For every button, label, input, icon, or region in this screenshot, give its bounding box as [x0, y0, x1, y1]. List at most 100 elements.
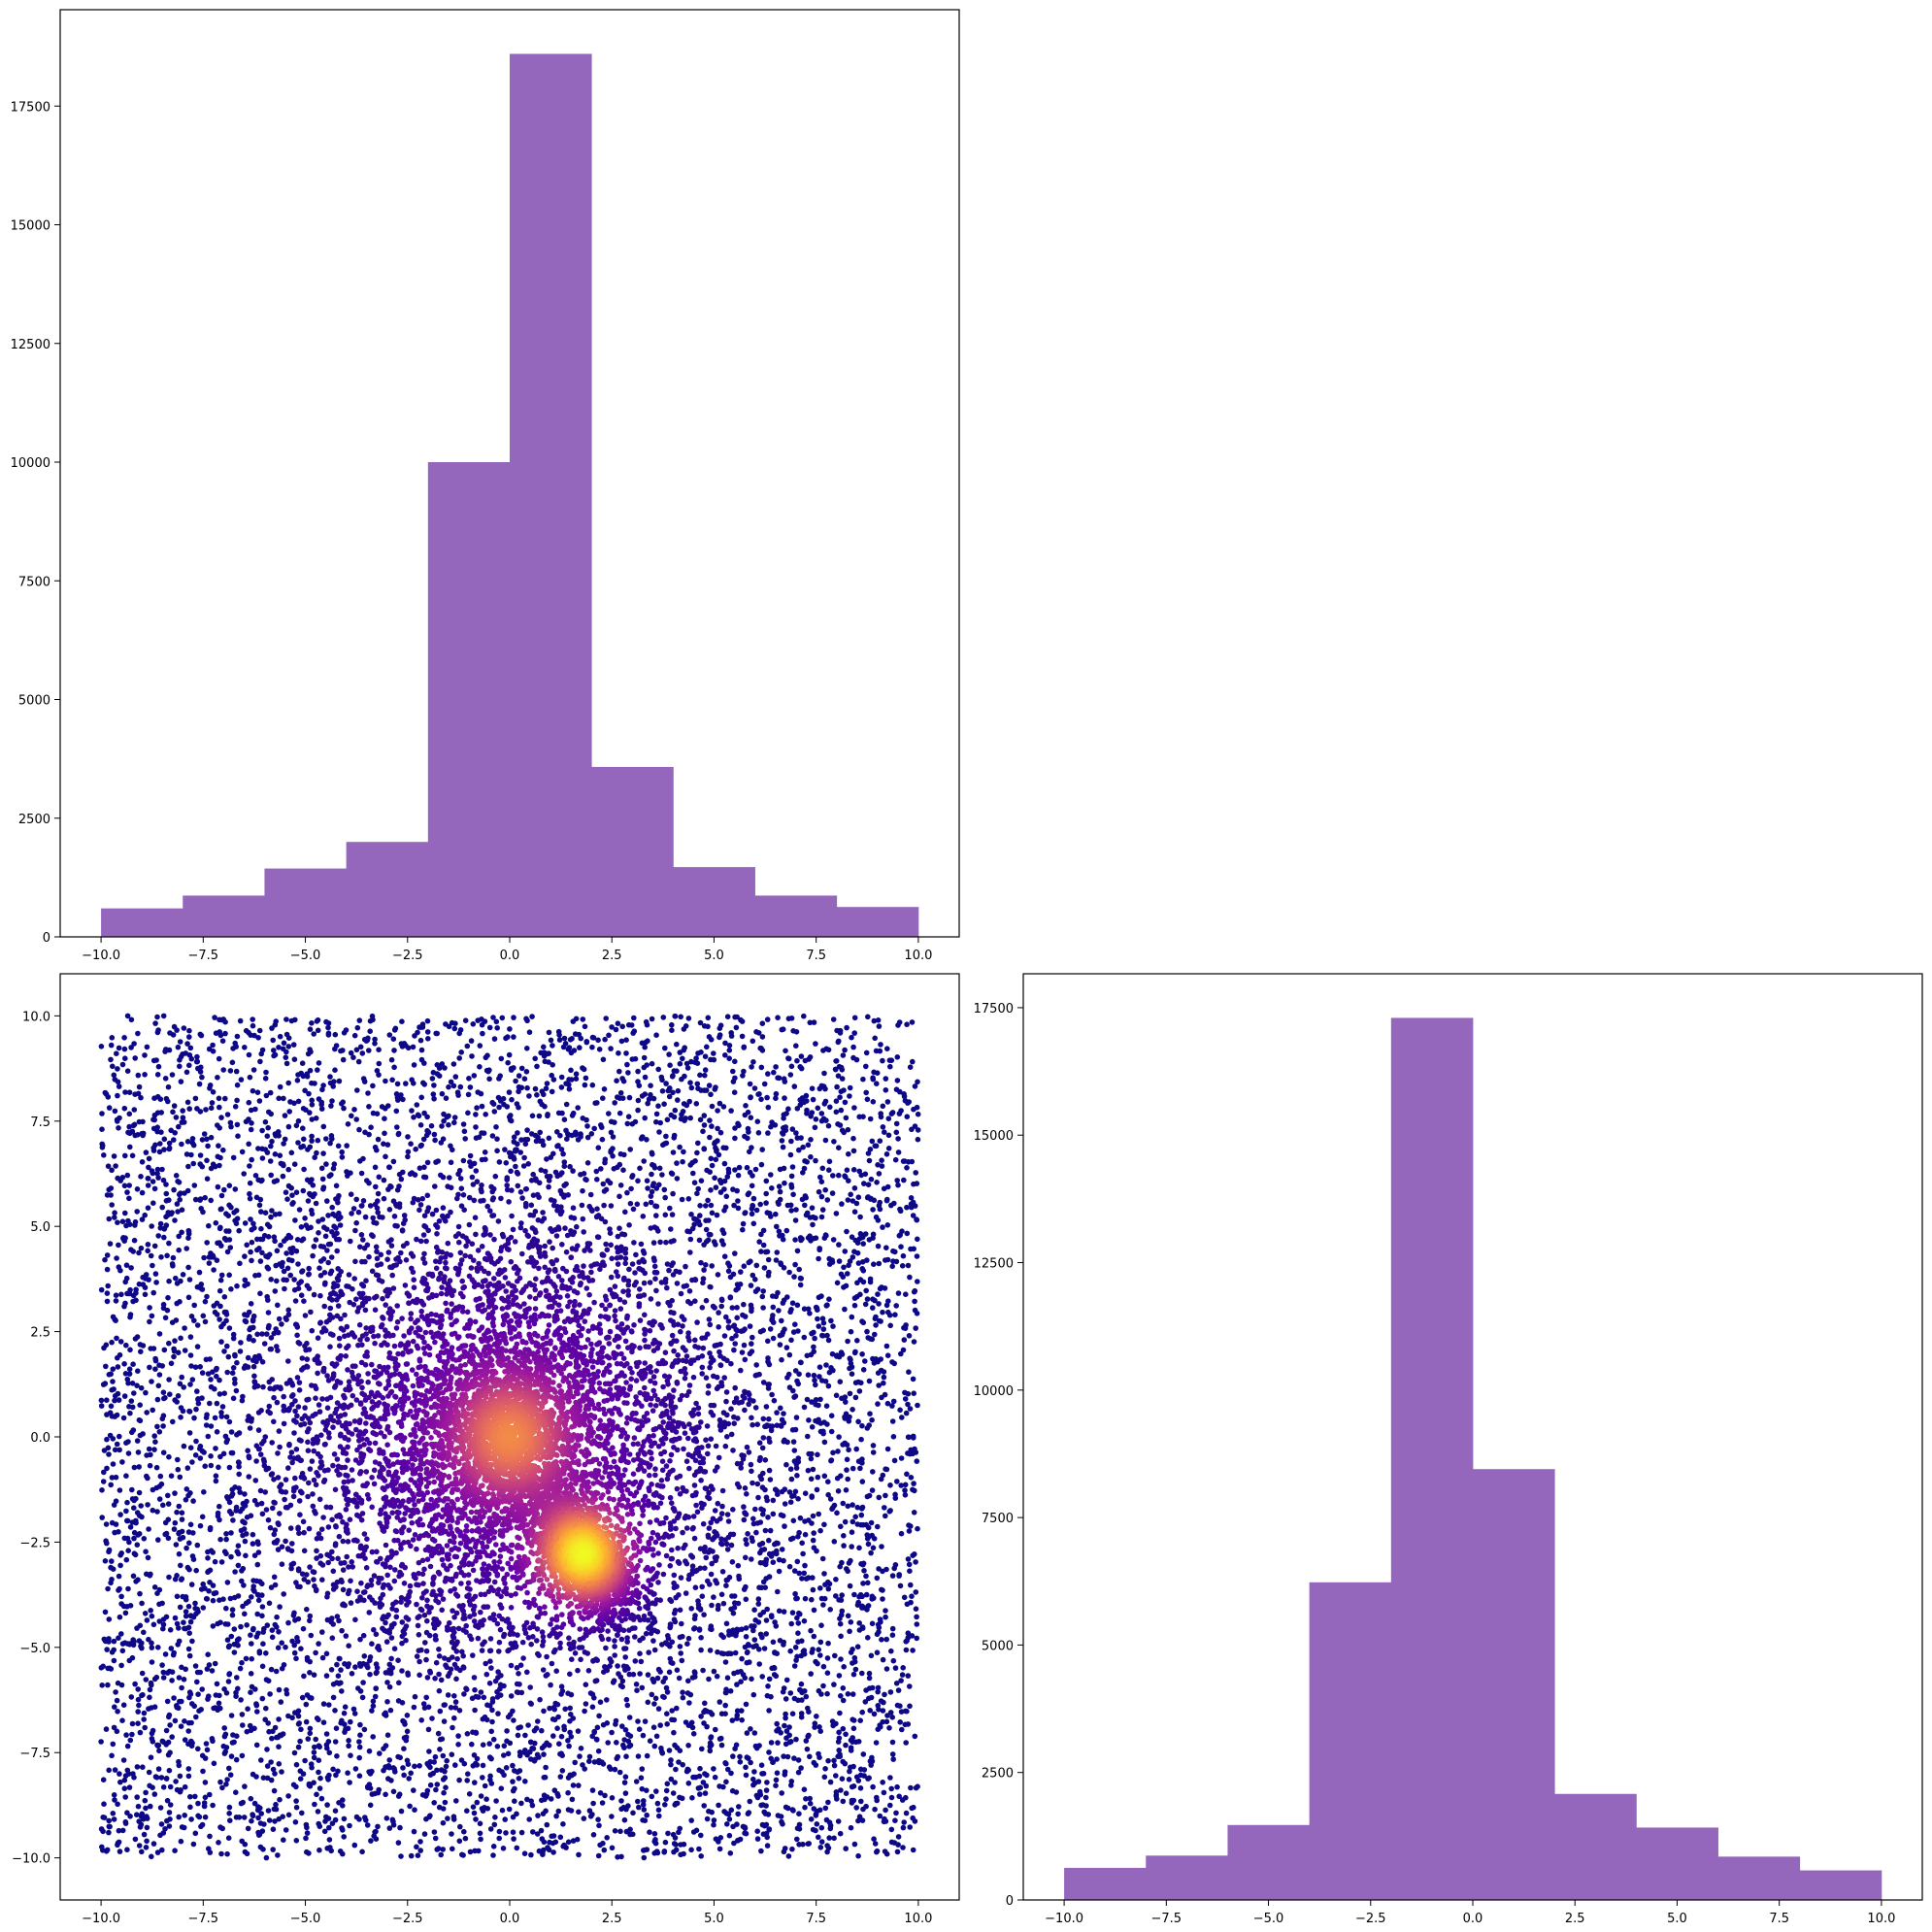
scatter-point — [320, 1701, 327, 1707]
scatter-point — [299, 1060, 306, 1066]
scatter-point — [372, 1693, 379, 1700]
scatter-point — [825, 1337, 832, 1344]
scatter-point — [697, 1116, 704, 1123]
scatter-point — [703, 1226, 710, 1233]
scatter-point — [840, 1442, 846, 1448]
scatter-point — [810, 1586, 816, 1593]
scatter-point — [616, 1068, 622, 1075]
scatter-point — [817, 1585, 823, 1591]
scatter-point — [233, 1044, 239, 1049]
scatter-point — [171, 1137, 177, 1143]
scatter-point — [526, 1029, 533, 1035]
scatter-point — [161, 1136, 168, 1143]
scatter-point — [226, 1499, 233, 1506]
scatter-point — [207, 1400, 213, 1407]
scatter-point — [759, 1821, 766, 1828]
scatter-point — [517, 1724, 523, 1730]
scatter-point — [404, 1757, 411, 1764]
scatter-point — [764, 1843, 771, 1849]
scatter-point — [874, 1794, 880, 1801]
scatter-point — [105, 1163, 112, 1169]
scatter-point — [852, 1666, 859, 1673]
scatter-point — [871, 1711, 878, 1717]
scatter-point — [293, 1838, 300, 1844]
scatter-point — [599, 1124, 605, 1130]
scatter-point — [838, 1523, 844, 1530]
histogram-x-xaxis: −10.0 −7.5 −5.0 −2.5 0.0 2.5 5.0 7.5 10.0 — [82, 937, 932, 963]
scatter-point — [765, 1104, 772, 1111]
scatter-point — [252, 1106, 258, 1113]
scatter-point — [851, 1654, 858, 1661]
scatter-point — [157, 1473, 164, 1480]
scatter-point — [853, 1446, 859, 1452]
scatter-point — [875, 1291, 881, 1297]
scatter-point — [144, 1824, 150, 1831]
scatter-point — [288, 1249, 295, 1256]
scatter-point — [170, 1109, 176, 1116]
scatter-point — [797, 1097, 803, 1103]
scatter-point — [498, 1055, 505, 1062]
scatter-point — [726, 1816, 733, 1822]
scatter-point — [126, 1371, 133, 1377]
scatter-point — [425, 1036, 431, 1042]
scatter-point — [851, 1249, 857, 1254]
scatter-point — [522, 1141, 529, 1148]
scatter-point — [817, 1845, 824, 1850]
scatter-point — [450, 1083, 457, 1089]
scatter-point — [631, 1015, 637, 1021]
scatter-point — [110, 1811, 117, 1816]
scatter-point — [162, 1651, 169, 1657]
scatter-point — [334, 1753, 340, 1759]
scatter-point — [760, 1305, 766, 1311]
scatter-point — [824, 1655, 831, 1661]
scatter-point — [146, 1277, 151, 1282]
scatter-point — [218, 1192, 225, 1199]
scatter-point — [347, 1822, 352, 1829]
scatter-point — [166, 1047, 173, 1053]
scatter-point — [461, 1128, 468, 1135]
scatter-point — [432, 1753, 439, 1760]
scatter-point — [678, 1116, 684, 1122]
scatter-point — [635, 1178, 641, 1184]
scatter-point — [188, 1738, 194, 1745]
scatter-point — [247, 1180, 253, 1186]
scatter-point — [839, 1201, 845, 1207]
scatter-point — [218, 1850, 224, 1857]
scatter-point — [600, 1840, 606, 1847]
scatter-point — [792, 1645, 799, 1650]
scatter-point — [458, 1049, 465, 1055]
scatter-point — [179, 1141, 184, 1148]
scatter-point — [176, 1550, 183, 1557]
scatter-point — [399, 1044, 406, 1049]
scatter-point — [884, 1352, 891, 1358]
scatter-point — [486, 1754, 493, 1760]
scatter-point — [226, 1237, 233, 1243]
scatter-point — [890, 1756, 896, 1762]
scatter-point — [139, 1189, 146, 1196]
scatter-point — [790, 1028, 796, 1034]
scatter-point — [844, 1167, 850, 1173]
scatter-point — [807, 1800, 814, 1807]
scatter-point — [153, 1775, 160, 1781]
scatter-point — [126, 1123, 132, 1130]
scatter-point — [516, 1088, 521, 1095]
scatter-point — [185, 1646, 192, 1652]
scatter-point — [263, 1705, 269, 1712]
scatter-point — [274, 1248, 281, 1254]
scatter-point — [250, 1317, 256, 1324]
scatter-point — [597, 1790, 604, 1796]
scatter-point — [701, 1113, 708, 1118]
scatter-point — [810, 1537, 816, 1544]
scatter-point — [112, 1767, 118, 1773]
scatter-point — [766, 1550, 773, 1557]
scatter-point — [327, 1845, 333, 1850]
scatter-point — [249, 1817, 254, 1824]
scatter-point — [135, 1132, 141, 1138]
scatter-point — [493, 1018, 500, 1025]
scatter-point — [250, 1067, 257, 1073]
scatter-point — [307, 1110, 313, 1116]
scatter-point — [745, 1649, 750, 1655]
scatter-point — [808, 1455, 815, 1462]
scatter-point — [179, 1374, 184, 1381]
scatter-point — [808, 1671, 814, 1677]
